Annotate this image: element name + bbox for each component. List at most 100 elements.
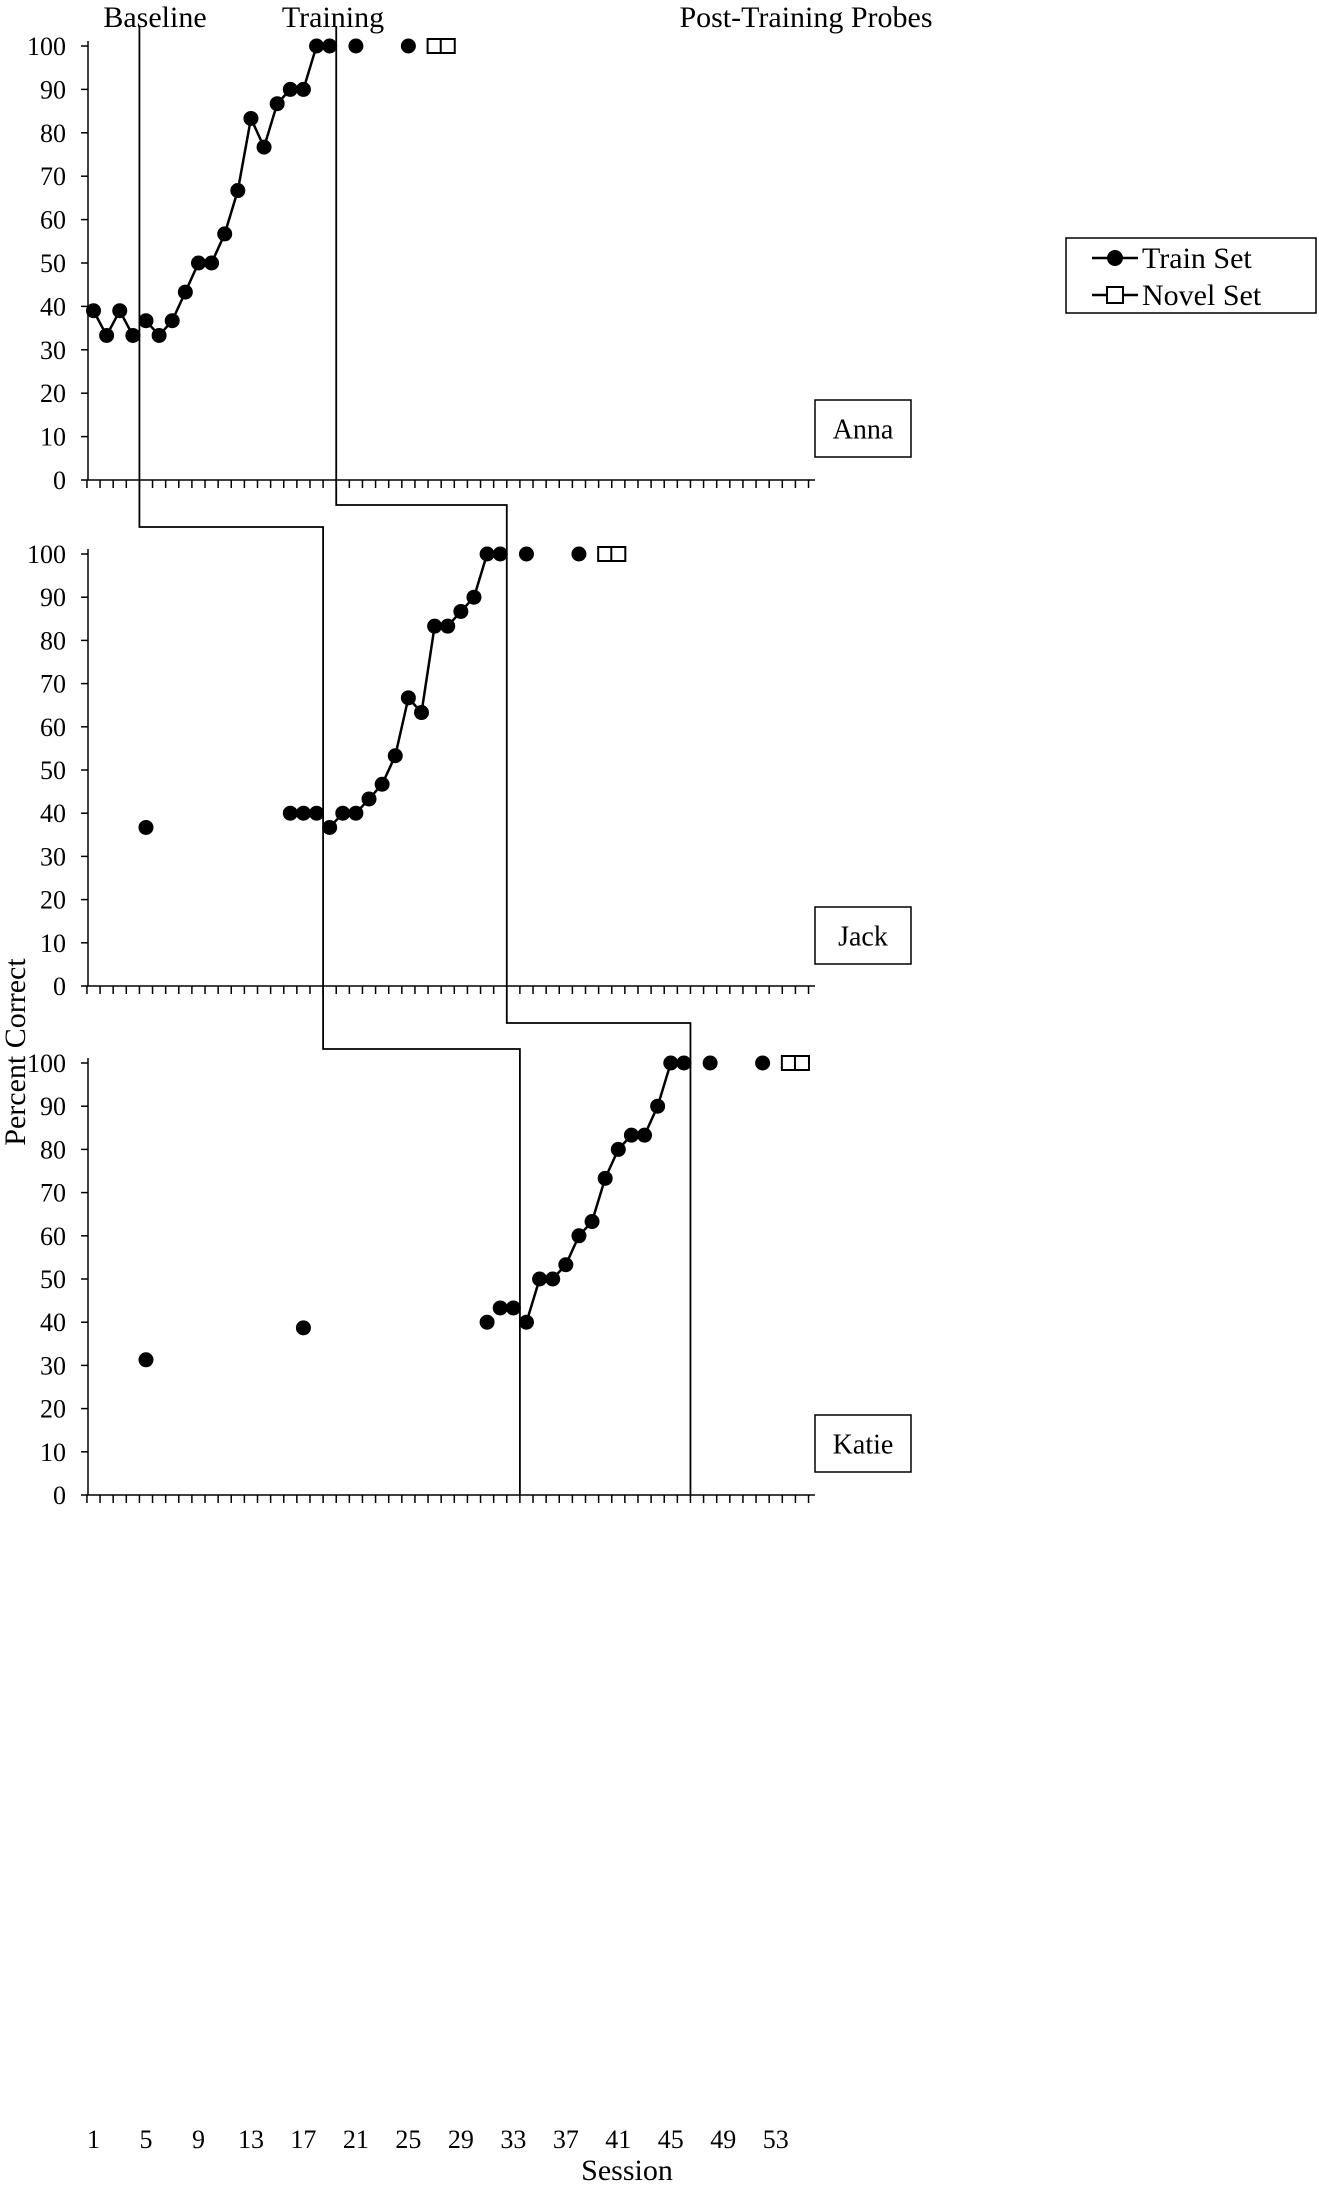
train-point [518, 1314, 534, 1330]
train-point [335, 805, 351, 821]
train-point [755, 1055, 771, 1071]
train-point [348, 38, 364, 54]
y-tick-label: 100 [27, 540, 66, 569]
train-point [571, 546, 587, 562]
phase-line-baseline-to-training [138, 26, 521, 1495]
train-point [663, 1055, 679, 1071]
x-tick-label: 25 [395, 2125, 421, 2154]
train-point [610, 1141, 626, 1157]
panel-jack: 0 10 20 30 40 50 60 70 80 90 100 Jack [27, 540, 912, 1001]
train-point [282, 81, 298, 97]
train-series-line [92, 308, 134, 339]
train-point [164, 313, 180, 329]
x-tick-label: 53 [763, 2125, 789, 2154]
train-point [414, 705, 429, 721]
train-point [400, 690, 416, 706]
train-point [138, 819, 154, 835]
y-tick-label: 100 [27, 1049, 66, 1078]
x-tick-label: 49 [710, 2125, 736, 2154]
x-tick-label: 17 [290, 2125, 316, 2154]
train-point [545, 1271, 561, 1287]
train-point [282, 805, 298, 821]
train-point [532, 1271, 548, 1287]
phase-label-post-training: Post-Training Probes [679, 1, 932, 34]
train-point [597, 1170, 613, 1186]
x-tick-label: 9 [192, 2125, 205, 2154]
train-point [190, 255, 206, 271]
x-tick-label: 13 [238, 2125, 264, 2154]
train-point [243, 110, 259, 126]
train-point [400, 38, 416, 54]
train-point [374, 776, 390, 792]
y-tick-label: 20 [40, 379, 66, 408]
train-point [427, 618, 443, 634]
train-point [309, 38, 325, 54]
x-tick-label: 5 [139, 2125, 152, 2154]
legend-train-marker [1107, 250, 1123, 266]
train-point [269, 96, 285, 112]
train-point [702, 1055, 718, 1071]
train-point [440, 618, 456, 634]
train-point [387, 748, 403, 764]
y-tick-label: 90 [40, 1092, 66, 1121]
legend-novel-label: Novel Set [1142, 279, 1262, 312]
x-tick-label: 21 [343, 2125, 369, 2154]
phase-label-training: Training [282, 1, 384, 34]
y-tick-label: 10 [40, 1438, 66, 1467]
train-point [99, 327, 115, 343]
y-tick-label: 90 [40, 583, 66, 612]
novel-point [780, 1055, 797, 1071]
y-tick-label: 60 [40, 206, 66, 235]
train-point [637, 1127, 653, 1143]
train-point [177, 284, 193, 300]
novel-point [597, 546, 614, 562]
train-point [623, 1127, 639, 1143]
y-tick-label: 90 [40, 75, 66, 104]
y-tick-label: 60 [40, 713, 66, 742]
phase-line-training-to-probes [335, 26, 692, 1495]
x-axis-label: Session [581, 2154, 673, 2185]
y-tick-label: 80 [40, 626, 66, 655]
y-tick-label: 20 [40, 1395, 66, 1424]
y-tick-label: 40 [40, 292, 66, 321]
y-tick-label: 70 [40, 162, 66, 191]
y-tick-label: 10 [40, 929, 66, 958]
novel-point [439, 38, 456, 54]
y-tick-label: 50 [40, 756, 66, 785]
x-tick-label: 33 [500, 2125, 526, 2154]
novel-point [793, 1055, 810, 1071]
panel-katie: 0 10 20 30 40 50 60 70 80 90 100 Katie [27, 1049, 912, 1510]
y-axis-label: Percent Correct [0, 958, 32, 1146]
participant-label-box [814, 906, 912, 965]
y-tick-label: 0 [53, 1481, 66, 1510]
y-tick-label: 70 [40, 670, 66, 699]
train-point [322, 819, 338, 835]
train-point [295, 805, 311, 821]
x-tick-label: 29 [448, 2125, 474, 2154]
train-point [204, 255, 220, 271]
x-tick-label: 1 [87, 2125, 100, 2154]
train-point [571, 1228, 587, 1244]
train-point [466, 589, 482, 605]
train-point [230, 183, 246, 199]
train-point [151, 327, 167, 343]
y-tick-label: 30 [40, 336, 66, 365]
train-point [676, 1055, 692, 1071]
train-point [361, 791, 377, 807]
y-tick-label: 100 [27, 32, 66, 61]
train-point [322, 38, 338, 54]
train-point [479, 1314, 495, 1330]
novel-point [610, 546, 627, 562]
train-point [505, 1300, 521, 1316]
y-tick-label: 40 [40, 1308, 66, 1337]
panels: 0102030405060708090100Anna01020304050607… [27, 32, 912, 1510]
phase-label-baseline: Baseline [103, 1, 206, 34]
train-point [453, 603, 469, 619]
participant-label: Anna [833, 415, 894, 446]
y-tick-label: 60 [40, 1222, 66, 1251]
train-point [558, 1257, 574, 1273]
x-tick-label: 41 [605, 2125, 631, 2154]
train-point [584, 1214, 600, 1230]
train-point [309, 805, 325, 821]
